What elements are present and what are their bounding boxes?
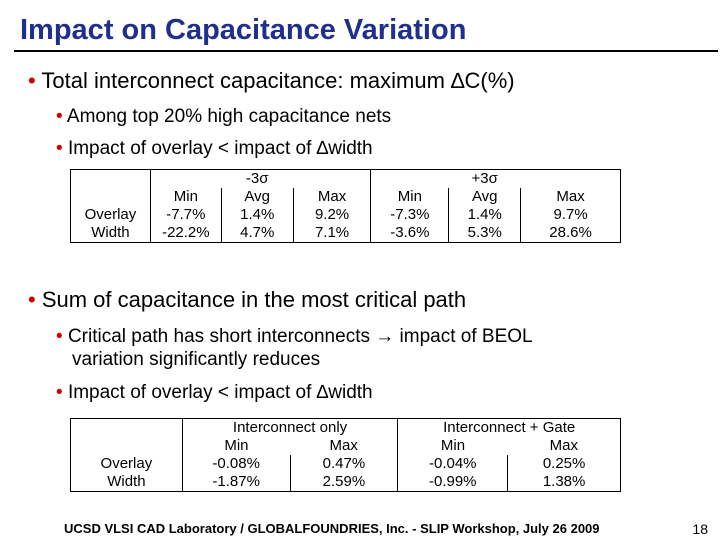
bullet-dot: • <box>28 287 36 312</box>
table-cell: -0.04% <box>397 455 509 473</box>
table-row: Overlay -0.08% 0.47% -0.04% 0.25% <box>70 455 621 473</box>
bullet-dot: • <box>56 138 63 159</box>
table-cell: 0.47% <box>290 455 399 473</box>
bullet-text: Sum of capacitance in the most critical … <box>41 287 467 312</box>
table-cell: -0.08% <box>182 455 291 473</box>
sub-bullet-top-nets: • Among top 20% high capacitance nets <box>56 106 391 128</box>
table-cell: 1.38% <box>507 473 621 492</box>
table-cell: 2.59% <box>290 473 399 492</box>
column-header: Min <box>150 188 222 206</box>
bullet-total-capacitance: • Total interconnect capacitance: maximu… <box>28 68 515 94</box>
column-header: Min <box>397 437 508 455</box>
bullet-dot: • <box>28 68 36 93</box>
sub-bullet-overlay-vs-width-2: • Impact of overlay < impact of ∆width <box>56 382 373 404</box>
table-cell: 1.4% <box>448 206 522 224</box>
bullet-dot: • <box>56 326 63 347</box>
footer-text: UCSD VLSI CAD Laboratory / GLOBALFOUNDRI… <box>64 521 600 536</box>
column-header: Max <box>329 437 358 454</box>
column-header: Min <box>224 437 249 454</box>
total-capacitance-table: -3σ +3σ Min Avg Max Min Avg Max Overlay … <box>70 169 621 243</box>
table-cell: -3.6% <box>370 224 450 243</box>
bullet-text: Impact of overlay < impact of ∆width <box>67 138 373 159</box>
bullet-critical-path-sum: • Sum of capacitance in the most critica… <box>28 287 466 313</box>
table-cell: 9.2% <box>293 206 372 224</box>
bullet-text: Critical path has short interconnects <box>67 326 376 347</box>
table-cell: 7.1% <box>293 224 372 243</box>
table-cell: -7.3% <box>370 206 450 224</box>
bullet-dot: • <box>56 382 63 403</box>
group-header-minus-3sigma: -3σ <box>221 169 294 188</box>
column-header: Avg <box>448 188 522 206</box>
table-cell: 1.4% <box>221 206 294 224</box>
bullet-text: Impact of overlay < impact of ∆width <box>67 382 373 403</box>
table-cell: 0.25% <box>507 455 621 473</box>
page-number: 18 <box>692 521 708 537</box>
column-header: Avg <box>221 188 294 206</box>
bullet-text: impact of BEOL <box>394 326 533 347</box>
bullet-text: Total interconnect capacitance: maximum … <box>41 68 515 93</box>
column-header: Max <box>520 188 621 206</box>
row-label: Width <box>70 224 151 243</box>
table-cell: 28.6% <box>520 224 621 243</box>
bullet-dot: • <box>56 106 63 127</box>
slide-title: Impact on Capacitance Variation <box>20 14 467 46</box>
column-header: Min <box>370 188 450 206</box>
table-cell: 5.3% <box>448 224 522 243</box>
table-cell: -22.2% <box>150 224 222 243</box>
row-label: Overlay <box>70 206 151 224</box>
table-row: Overlay -7.7% 1.4% 9.2% -7.3% 1.4% 9.7% <box>70 206 621 224</box>
table-cell: 4.7% <box>221 224 294 243</box>
group-header-plus-3sigma: +3σ <box>448 169 521 188</box>
arrow-icon: → <box>375 326 395 347</box>
group-header-interconnect-only: Interconnect only <box>182 418 398 437</box>
table-cell: 9.7% <box>520 206 621 224</box>
critical-path-table: Interconnect only Interconnect + Gate Mi… <box>70 418 621 492</box>
group-header-interconnect-gate: Interconnect + Gate <box>397 418 621 437</box>
column-header: Max <box>507 437 621 455</box>
column-header: Max <box>293 188 372 206</box>
sub-bullet-short-interconnects: • Critical path has short interconnects … <box>56 326 533 348</box>
table-row: Width -1.87% 2.59% -0.99% 1.38% <box>70 473 621 492</box>
table-cell: -1.87% <box>182 473 291 492</box>
sub-bullet-continuation: variation significantly reduces <box>72 349 321 370</box>
table-cell: -0.99% <box>397 473 509 492</box>
title-divider <box>14 50 718 52</box>
row-label: Width <box>70 473 183 492</box>
bullet-text: Among top 20% high capacitance nets <box>66 106 392 127</box>
row-label: Overlay <box>70 455 183 473</box>
table-row: Width -22.2% 4.7% 7.1% -3.6% 5.3% 28.6% <box>70 224 621 243</box>
sub-bullet-overlay-vs-width: • Impact of overlay < impact of ∆width <box>56 138 373 160</box>
table-cell: -7.7% <box>150 206 222 224</box>
